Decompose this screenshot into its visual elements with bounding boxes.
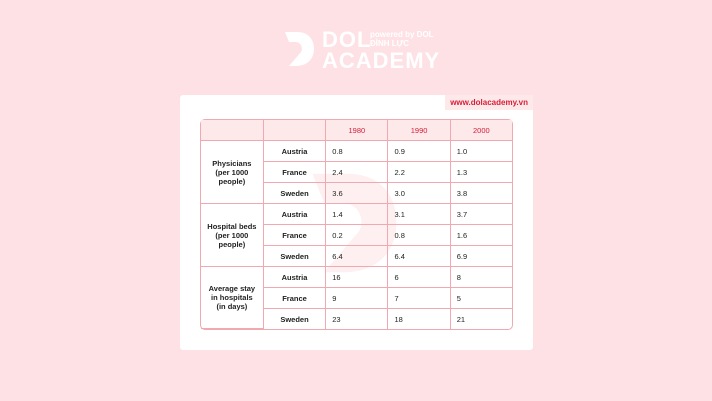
- value-cell: 3.1: [388, 204, 451, 225]
- country-label: Sweden: [263, 183, 327, 204]
- value-cell: 5: [450, 288, 512, 309]
- value-cell: 23: [326, 309, 389, 329]
- value-cell: 16: [326, 267, 389, 288]
- value-cell: 0.8: [388, 225, 451, 246]
- value-cell: 21: [456, 314, 466, 324]
- table-row: France 9 7 5: [201, 288, 512, 309]
- value-cell: 1.4: [326, 204, 389, 225]
- value-cell: 1.0: [450, 141, 512, 162]
- value-cell: 6.9: [450, 246, 512, 267]
- value-cell: 6: [388, 267, 451, 288]
- country-label: France: [263, 288, 327, 309]
- value-cell: 3.7: [450, 204, 512, 225]
- table-row: Sweden 23 18 21: [201, 309, 512, 329]
- header-cell: [263, 120, 327, 141]
- value-cell: 2.2: [388, 162, 451, 183]
- value-cell: 8: [450, 267, 512, 288]
- table-row: France 2.4 2.2 1.3: [201, 162, 512, 183]
- column-header: 2000: [450, 120, 512, 141]
- column-header: 1980: [326, 120, 389, 141]
- country-label: Austria: [263, 141, 327, 162]
- value-cell: 1.3: [450, 162, 512, 183]
- website: www.dolacademy.vn: [445, 95, 533, 110]
- value-cell: 3.0: [388, 183, 451, 204]
- country-label: Austria: [263, 204, 327, 225]
- country-label: France: [263, 225, 327, 246]
- value-cell: 7: [388, 288, 451, 309]
- value-cell: 6.4: [388, 246, 451, 267]
- logo-icon: [285, 32, 314, 66]
- value-cell: 3.6: [326, 183, 389, 204]
- table-row: Sweden 3.6 3.0 3.8: [201, 183, 512, 204]
- group-label: Hospital beds (per 1000 people): [201, 204, 264, 267]
- country-label: France: [263, 162, 327, 183]
- value-cell: 3.8: [450, 183, 512, 204]
- value-cell: 9: [326, 288, 389, 309]
- value-cell: 0.8: [326, 141, 389, 162]
- brand-name: ACADEMY: [322, 48, 441, 73]
- group-label: Average stay in hospitals (in days): [201, 267, 264, 329]
- header-row: 1980 1990 2000: [201, 120, 512, 141]
- table-row: Average stay in hospitals (in days) Austr…: [201, 267, 512, 329]
- value-cell: 2.4: [326, 162, 389, 183]
- country-label: Sweden: [263, 246, 327, 267]
- column-header: 1990: [388, 120, 451, 141]
- header-cell: [201, 120, 264, 141]
- table-row: Physicians (per 1000 people) Austria 0.8 0.…: [201, 141, 512, 204]
- value-cell: 18: [388, 309, 451, 329]
- watermark: [312, 173, 397, 273]
- country-label: Austria: [263, 267, 327, 288]
- value-cell: 6.4: [326, 246, 389, 267]
- group-label: Physicians (per 1000 people): [201, 141, 264, 204]
- table-row: Hospital beds (per 1000 people) Austria 1.…: [201, 204, 512, 267]
- data-table: 1980 1990 2000 Physicians (per 1000 people)…: [200, 119, 513, 330]
- brand-name: DOL: [322, 27, 372, 52]
- value-cell: 0.2: [326, 225, 389, 246]
- country-label: Sweden: [264, 309, 327, 329]
- value-cell: 1.6: [450, 225, 512, 246]
- table-row: France 0.2 0.8 1.6: [201, 225, 512, 246]
- value-cell: 0.9: [388, 141, 451, 162]
- table-row: Sweden 6.4 6.4 6.9: [201, 246, 512, 267]
- powered-by: powered by DOL ĐÌNH LỰC: [370, 30, 434, 48]
